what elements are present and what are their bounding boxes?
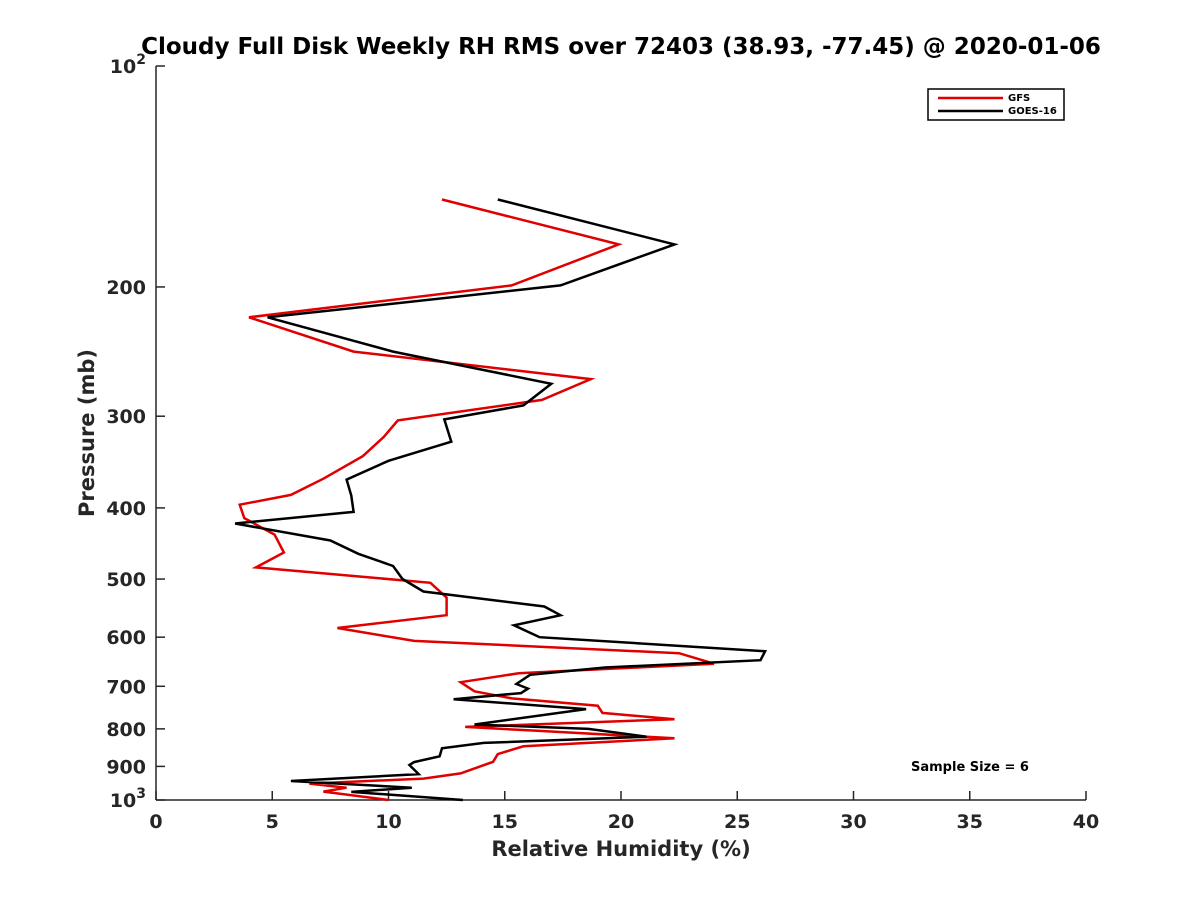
y-tick-label: 300	[106, 406, 146, 428]
x-tick-label: 20	[608, 811, 634, 833]
y-tick-label: 500	[106, 569, 146, 591]
chart-title: Cloudy Full Disk Weekly RH RMS over 7240…	[141, 34, 1101, 60]
y-tick-label: 800	[106, 719, 146, 741]
y-tick-base: 10	[110, 56, 136, 78]
y-tick-label: 200	[106, 277, 146, 299]
plot-area	[155, 66, 1086, 801]
sample-size-annotation: Sample Size = 6	[911, 760, 1029, 775]
x-tick-label: 0	[149, 811, 162, 833]
legend-label-gfs: GFS	[1008, 93, 1030, 104]
x-tick-label: 5	[266, 811, 279, 833]
y-tick-exponent: 2	[136, 52, 146, 68]
y-tick-label: 600	[106, 627, 146, 649]
x-tick-label: 25	[724, 811, 750, 833]
x-tick-label: 10	[375, 811, 401, 833]
y-tick-label: 102	[110, 52, 146, 78]
x-ticks: 0 5 10 15 20 25 30 35 40	[149, 791, 1099, 833]
y-tick-label: 400	[106, 498, 146, 520]
series-layer	[234, 198, 768, 802]
x-axis-label: Relative Humidity (%)	[491, 837, 750, 861]
y-tick-base: 10	[110, 790, 136, 812]
legend-box	[927, 88, 1065, 121]
legend: GFS GOES-16	[927, 88, 1065, 121]
x-tick-label: 15	[492, 811, 518, 833]
x-tick-label: 30	[840, 811, 866, 833]
y-tick-label: 900	[106, 756, 146, 778]
y-axis-label: Pressure (mb)	[75, 349, 99, 517]
y-tick-label: 700	[106, 676, 146, 698]
x-tick-label: 40	[1073, 811, 1099, 833]
series-line-gfs	[238, 198, 715, 802]
x-tick-label: 35	[957, 811, 983, 833]
legend-label-goes16: GOES-16	[1008, 106, 1057, 117]
y-tick-exponent: 3	[136, 786, 146, 802]
y-tick-label: 103	[110, 786, 146, 812]
series-line-goes16	[234, 198, 768, 802]
